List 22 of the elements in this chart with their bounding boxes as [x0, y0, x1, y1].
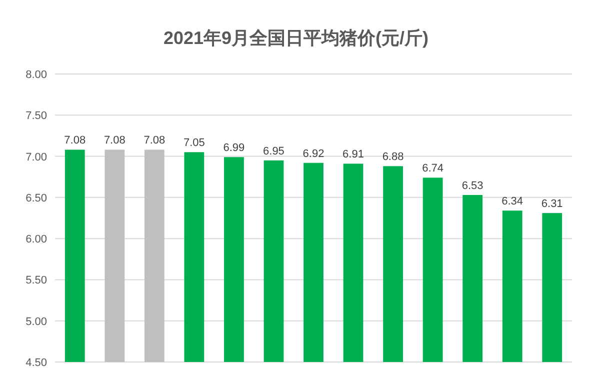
- y-tick-label: 7.00: [26, 151, 47, 164]
- data-label: 6.88: [382, 151, 404, 164]
- data-label: 7.05: [183, 137, 205, 150]
- y-tick-label: 4.50: [26, 357, 47, 369]
- data-label: 7.08: [144, 134, 166, 147]
- y-tick-label: 8.00: [26, 69, 47, 81]
- y-tick-label: 6.50: [26, 192, 47, 204]
- data-label: 6.74: [422, 162, 444, 175]
- data-label: 6.92: [302, 148, 324, 160]
- data-label: 7.08: [104, 134, 126, 147]
- data-label: 6.91: [342, 148, 364, 161]
- y-tick-label: 5.00: [26, 316, 47, 328]
- data-label: 6.53: [462, 180, 484, 192]
- data-label: 6.99: [223, 142, 245, 154]
- y-tick-label: 6.00: [26, 234, 47, 246]
- y-tick-label: 5.50: [26, 274, 47, 287]
- data-label: 6.34: [502, 196, 524, 208]
- data-label: 6.95: [263, 145, 284, 158]
- data-label: 7.08: [64, 134, 86, 147]
- chart-title: 2021年9月全国日平均猪价(元/斤): [163, 28, 429, 48]
- y-tick-label: 7.50: [26, 110, 47, 122]
- data-label: 6.31: [541, 198, 563, 210]
